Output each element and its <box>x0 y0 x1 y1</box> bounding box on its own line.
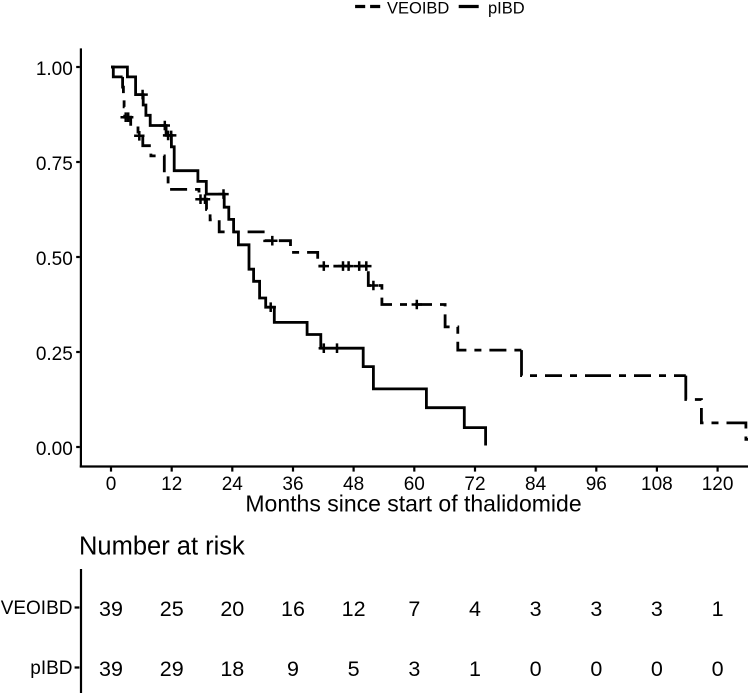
svg-text:16: 16 <box>281 597 305 621</box>
svg-text:3: 3 <box>590 597 602 621</box>
svg-text:0.50: 0.50 <box>36 249 73 270</box>
svg-text:0.00: 0.00 <box>36 439 73 460</box>
svg-text:3: 3 <box>408 657 420 681</box>
svg-text:20: 20 <box>220 597 244 621</box>
svg-text:29: 29 <box>160 657 184 681</box>
svg-text:96: 96 <box>586 474 607 495</box>
svg-text:84: 84 <box>525 474 547 495</box>
svg-text:0: 0 <box>106 474 117 495</box>
svg-text:0.75: 0.75 <box>36 154 73 175</box>
svg-text:9: 9 <box>287 657 299 681</box>
svg-text:120: 120 <box>702 474 734 495</box>
svg-text:0.25: 0.25 <box>36 344 73 365</box>
svg-text:5: 5 <box>348 657 360 681</box>
svg-text:72: 72 <box>464 474 485 495</box>
svg-text:18: 18 <box>220 657 244 681</box>
svg-text:39: 39 <box>99 597 123 621</box>
svg-text:Months since start of thalidom: Months since start of thalidomide <box>245 491 581 517</box>
svg-text:pIBD: pIBD <box>488 0 525 17</box>
svg-text:0: 0 <box>590 657 602 681</box>
svg-text:60: 60 <box>404 474 425 495</box>
svg-text:24: 24 <box>222 474 244 495</box>
svg-text:1: 1 <box>469 657 481 681</box>
svg-text:3: 3 <box>530 597 542 621</box>
svg-text:1.00: 1.00 <box>36 59 73 80</box>
svg-text:12: 12 <box>161 474 182 495</box>
svg-text:0: 0 <box>530 657 542 681</box>
svg-text:Number at risk: Number at risk <box>79 533 245 561</box>
svg-text:0: 0 <box>712 657 724 681</box>
svg-text:7: 7 <box>408 597 420 621</box>
svg-text:VEOIBD: VEOIBD <box>1 598 73 619</box>
svg-text:25: 25 <box>160 597 184 621</box>
svg-text:3: 3 <box>651 597 663 621</box>
svg-text:48: 48 <box>343 474 364 495</box>
svg-text:4: 4 <box>469 597 481 621</box>
svg-text:0: 0 <box>651 657 663 681</box>
svg-text:VEOIBD: VEOIBD <box>387 0 449 17</box>
svg-text:39: 39 <box>99 657 123 681</box>
svg-text:pIBD: pIBD <box>30 658 72 679</box>
svg-text:108: 108 <box>641 474 673 495</box>
svg-text:1: 1 <box>712 597 724 621</box>
svg-text:36: 36 <box>282 474 303 495</box>
svg-text:12: 12 <box>342 597 366 621</box>
